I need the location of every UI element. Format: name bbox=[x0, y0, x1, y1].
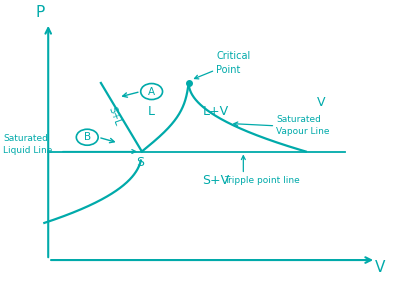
Text: Tripple point line: Tripple point line bbox=[224, 175, 299, 184]
Text: S: S bbox=[136, 156, 144, 169]
Text: Critical
Point: Critical Point bbox=[216, 51, 250, 75]
Text: A: A bbox=[148, 86, 155, 97]
Text: L: L bbox=[148, 105, 155, 118]
Text: Saturated
Liquid Line: Saturated Liquid Line bbox=[3, 134, 53, 155]
Text: L+V: L+V bbox=[203, 105, 229, 118]
Text: B: B bbox=[84, 132, 91, 142]
Text: S+L: S+L bbox=[107, 105, 123, 127]
Text: V: V bbox=[375, 260, 385, 275]
Text: S+V: S+V bbox=[202, 174, 230, 186]
Text: P: P bbox=[36, 5, 45, 20]
Text: V: V bbox=[317, 97, 326, 109]
Text: Saturated
Vapour Line: Saturated Vapour Line bbox=[277, 115, 330, 136]
